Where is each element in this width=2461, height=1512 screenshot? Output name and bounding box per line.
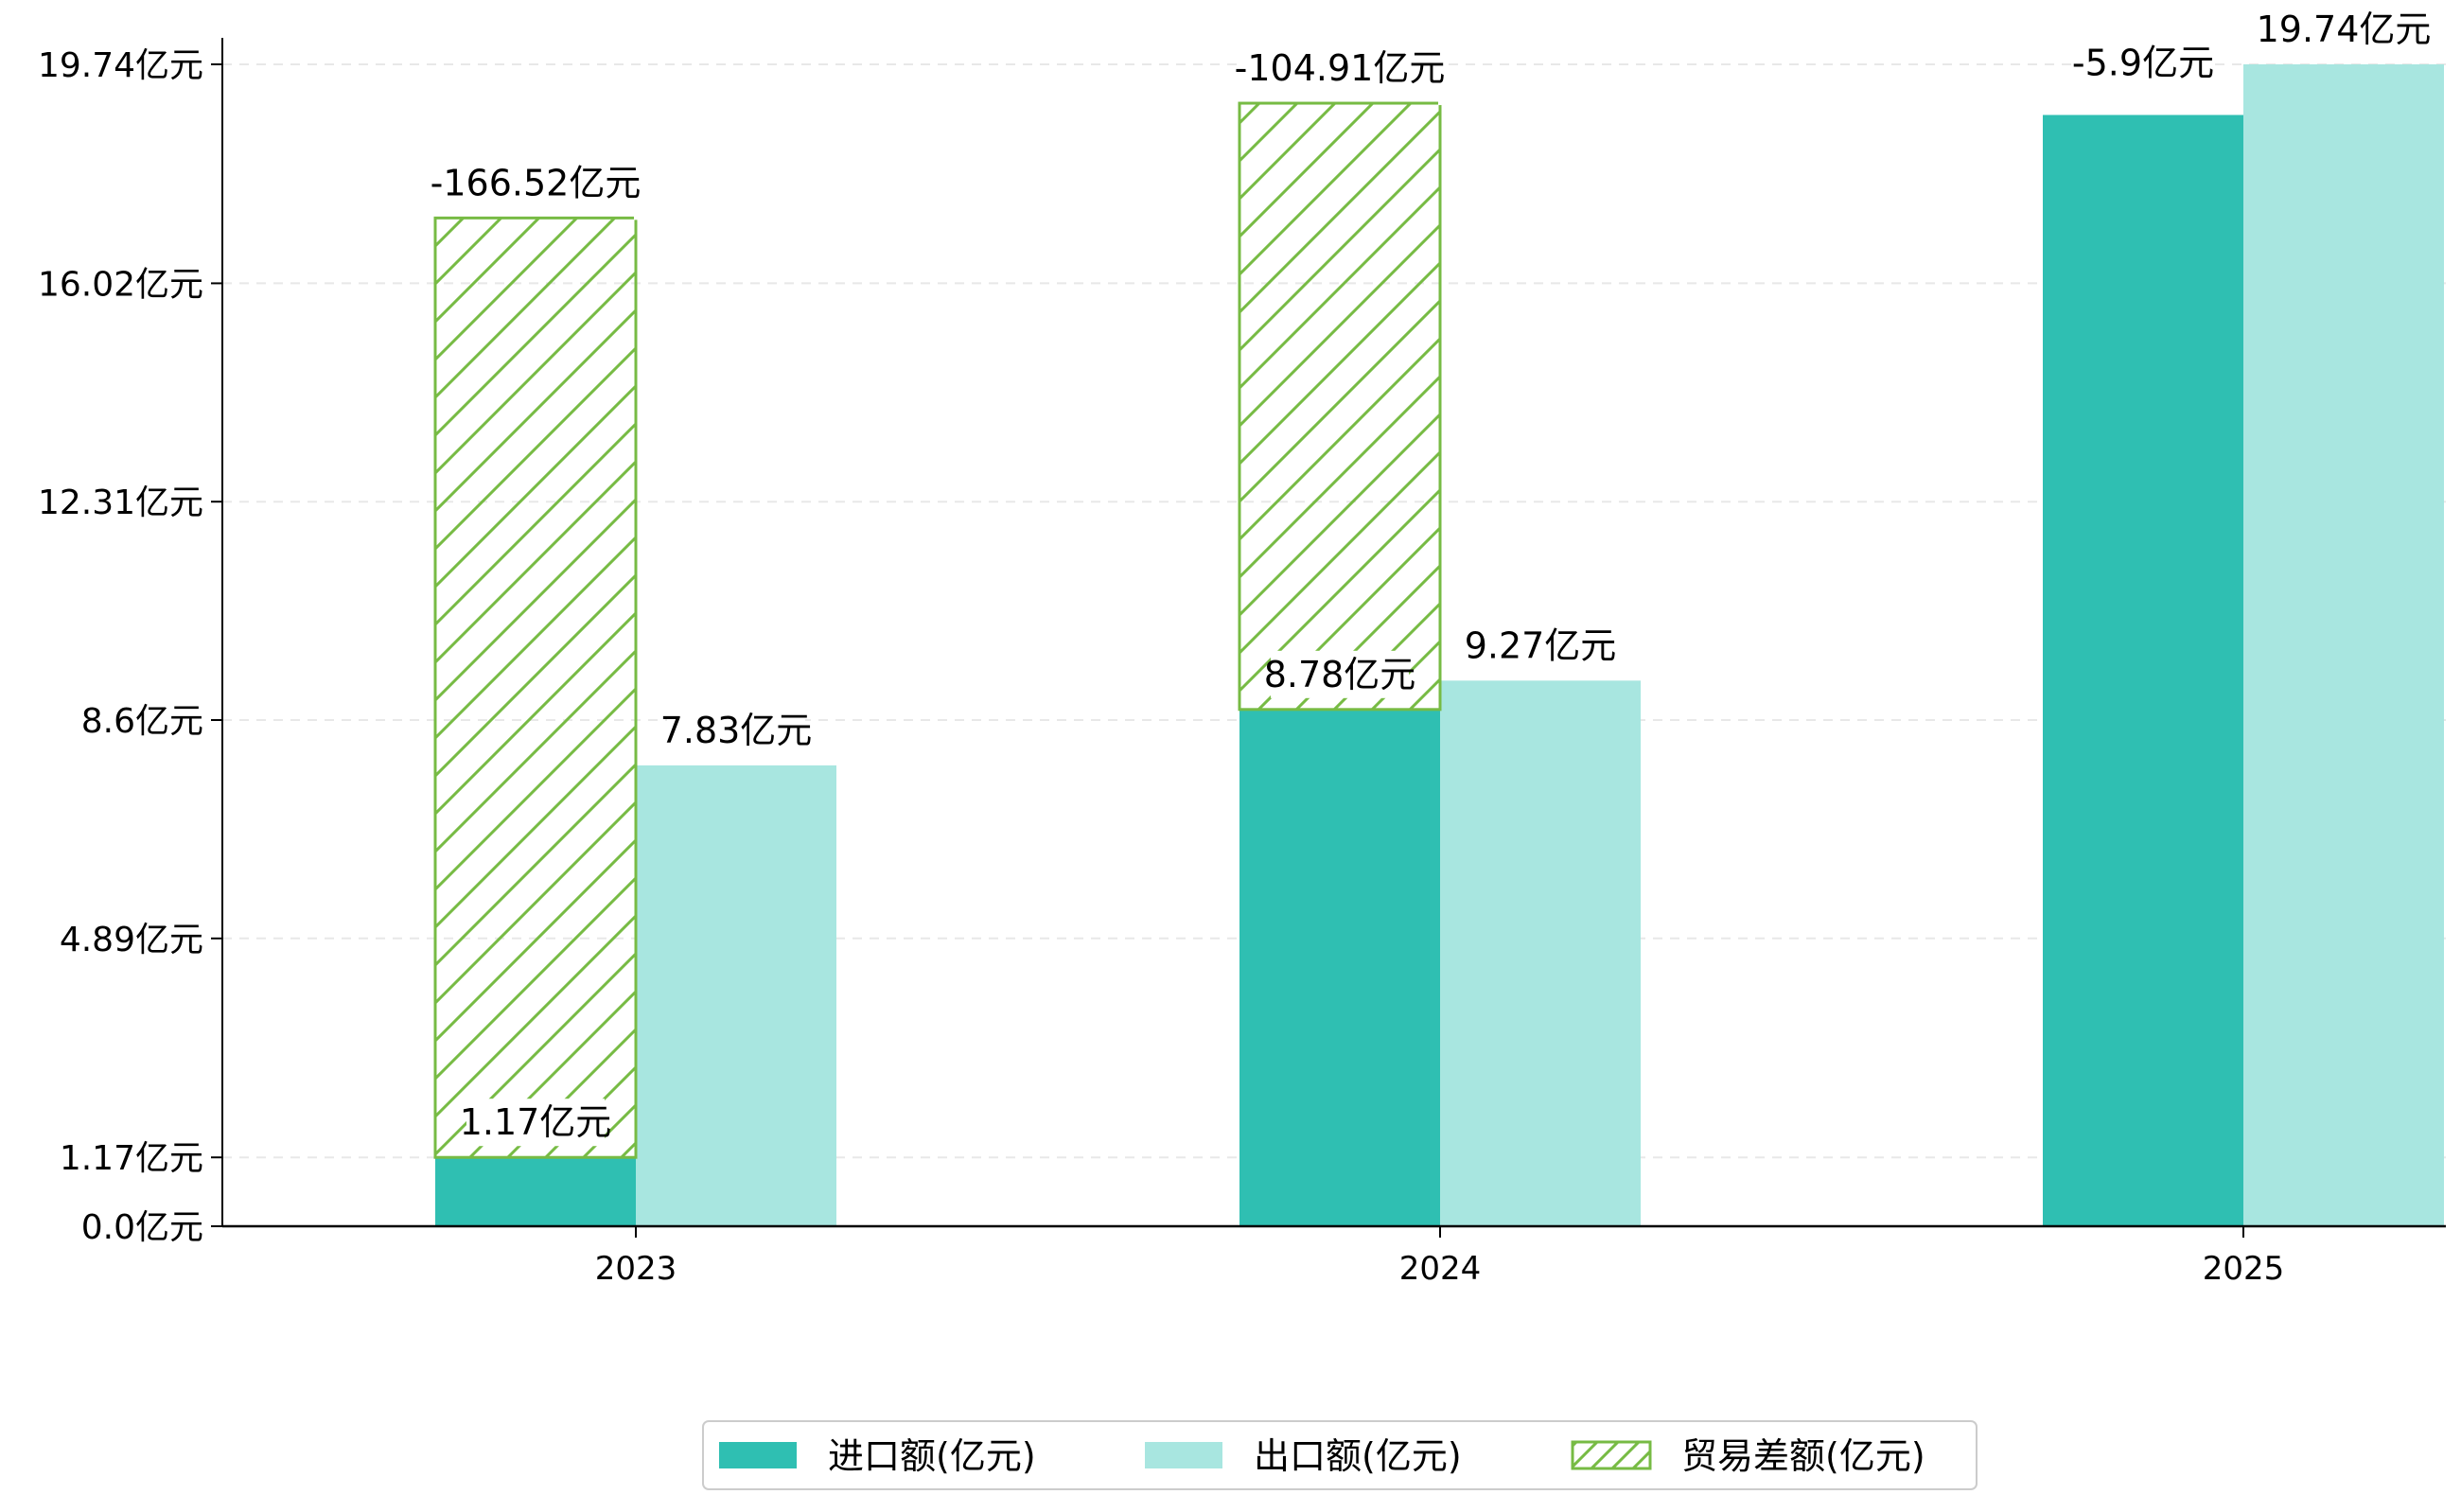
balance-bar-gap [634, 216, 662, 220]
balance-bar-gap [1438, 101, 1467, 106]
import-bar [2043, 114, 2243, 1226]
balance-bar [1238, 101, 1442, 712]
import-data-label: -5.9亿元 [2072, 42, 2214, 83]
import-data-label: 8.78亿元 [1264, 654, 1416, 695]
y-tick-label: 4.89亿元 [60, 921, 203, 959]
y-tick-label: 0.0亿元 [81, 1208, 203, 1247]
data-labels: -166.52亿元 1.17亿元 7.83亿元 -104.91亿元 8.78亿元 9.27… [431, 6, 2432, 1147]
data-label-bg [2074, 39, 2212, 87]
x-tick-label: 2023 [595, 1250, 677, 1288]
y-tick-label: 1.17亿元 [60, 1139, 203, 1178]
legend-swatch-import [719, 1442, 797, 1468]
export-data-label: 19.74亿元 [2257, 9, 2432, 50]
legend-swatch-balance [1571, 1440, 1652, 1470]
balance-bar [433, 216, 638, 1159]
legend-label: 出口额(亿元) [1254, 1435, 1462, 1477]
data-label-bg [436, 159, 635, 207]
data-label-bg [1271, 650, 1409, 698]
data-label-bg [466, 1099, 605, 1147]
y-tick-label: 16.02亿元 [38, 265, 203, 304]
legend-label: 进口额(亿元) [828, 1435, 1036, 1477]
export-data-label: 9.27亿元 [1465, 624, 1617, 666]
data-label-bg [1471, 622, 1609, 670]
y-tick-label: 12.31亿元 [38, 483, 203, 522]
data-label-bg [2264, 6, 2423, 53]
export-bar [2243, 64, 2444, 1226]
legend: 进口额(亿元) 出口额(亿元) 贸易差额(亿元) [702, 1420, 1978, 1490]
bars [433, 64, 2444, 1226]
import-bar [1239, 709, 1440, 1226]
legend-swatch-export [1145, 1442, 1222, 1468]
legend-box [702, 1420, 1978, 1490]
legend-label: 贸易差额(亿元) [1681, 1435, 1925, 1477]
export-data-label: 7.83亿元 [660, 710, 813, 751]
axes: 0.0亿元 1.17亿元 4.89亿元 8.6亿元 12.31亿元 16.02亿元 19.7… [38, 38, 2446, 1288]
y-tick-label: 19.74亿元 [38, 46, 203, 85]
data-label-bg [667, 706, 805, 754]
import-data-label: 1.17亿元 [460, 1101, 612, 1143]
export-bar [636, 765, 836, 1226]
data-label-bg [1240, 44, 1439, 93]
import-bar [435, 1157, 636, 1226]
x-tick-label: 2024 [1399, 1250, 1482, 1288]
balance-data-label: -104.91亿元 [1235, 47, 1446, 89]
balance-data-label: -166.52亿元 [431, 162, 642, 203]
export-bar [1440, 680, 1641, 1226]
x-tick-label: 2025 [2203, 1250, 2285, 1288]
y-tick-label: 8.6亿元 [81, 702, 203, 741]
